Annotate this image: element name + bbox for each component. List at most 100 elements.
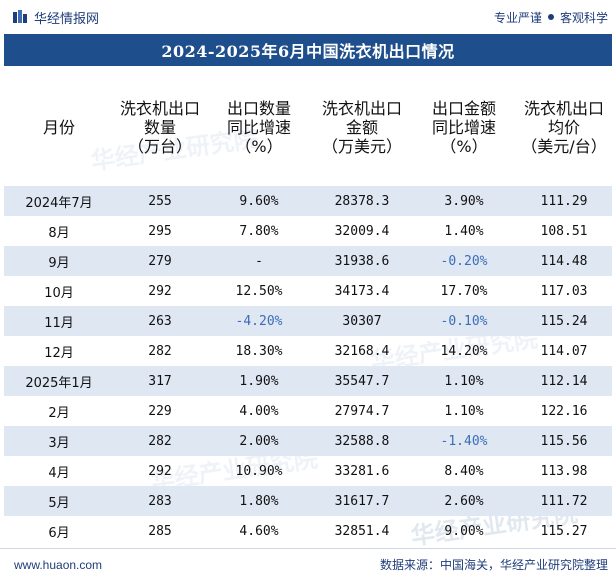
cell-month: 6月 [48,525,70,541]
brand-name: 华经情报网 [34,10,100,26]
cell-qty: 292 [148,283,172,299]
cell-month: 2024年7月 [4,186,114,216]
cell-month: 9月 [4,246,114,276]
cell-amount: 32009.4 [334,223,390,239]
cell-amount: 32851.4 [334,523,390,539]
top-bar: 华经情报网 专业严谨 客观科学 [0,0,616,34]
cell-price: 114.07 [540,343,588,359]
cell-qty-yoy: 1.90% [206,366,312,396]
slogan-left: 专业严谨 [493,10,542,25]
slogan-right: 客观科学 [559,10,608,25]
table-row: 3月 282 2.00% 32588.8 -1.40% 115.56 [4,426,612,456]
cell-amount: 28378.3 [312,186,412,216]
col-month: 月份 [42,117,75,137]
cell-amount: 35547.7 [312,366,412,396]
cell-qty-yoy: 10.90% [235,463,283,479]
cell-amount-yoy: 17.70% [440,283,488,299]
slogan: 专业严谨 客观科学 [494,9,608,26]
col-amount: 洗衣机出口 金额 （万美元） [321,98,402,156]
table-row: 5月 283 1.80% 31617.7 2.60% 111.72 [4,486,612,516]
cell-amount-yoy: 1.40% [444,223,484,239]
table-row: 2月 229 4.00% 27974.7 1.10% 122.16 [4,396,612,426]
cell-month: 2月 [48,405,70,421]
cell-qty: 292 [148,463,172,479]
col-price: 洗衣机出口 均价 （美元/台） [521,98,607,156]
cell-amount: 30307 [312,306,412,336]
cell-amount-yoy: 3.90% [412,186,516,216]
cell-price: 115.56 [516,426,612,456]
cell-qty: 255 [114,186,206,216]
footer-source: 数据来源：中国海关，华经产业研究院整理 [379,558,608,572]
table-row: 8月 295 7.80% 32009.4 1.40% 108.51 [4,216,612,246]
cell-price: 112.14 [516,366,612,396]
cell-amount-yoy: 1.10% [444,403,484,419]
cell-price: 111.72 [516,486,612,516]
cell-month: 8月 [48,225,70,241]
cell-month: 2025年1月 [4,366,114,396]
cell-amount: 32588.8 [312,426,412,456]
table-row: 9月 279-31938.6 -0.20% 114.48 [4,246,612,276]
cell-month: 10月 [44,285,74,301]
cell-qty-yoy: 4.00% [239,403,279,419]
cell-price: 111.29 [516,186,612,216]
cell-qty: 282 [114,426,206,456]
cell-amount: 27974.7 [334,403,390,419]
cell-month: 3月 [4,426,114,456]
cell-month: 12月 [44,345,74,361]
cell-qty-yoy: - [206,246,312,276]
cell-amount: 32168.4 [334,343,390,359]
cell-amount-yoy: 9.00% [444,523,484,539]
footer: www.huaon.com 数据来源：中国海关，华经产业研究院整理 [0,548,616,580]
cell-qty-yoy: 1.80% [206,486,312,516]
table-row: 4月 292 10.90% 33281.6 8.40% 113.98 [4,456,612,486]
cell-price: 115.27 [540,523,588,539]
huajing-logo-icon [13,10,27,23]
cell-qty-yoy: -4.20% [206,306,312,336]
table-row: 2024年7月 255 9.60% 28378.3 3.90% 111.29 [4,186,612,216]
dot-separator-icon [547,14,554,20]
cell-price: 113.98 [540,463,588,479]
table-row: 2025年1月 317 1.90% 35547.7 1.10% 112.14 [4,366,612,396]
cell-qty: 229 [148,403,172,419]
cell-amount-yoy: 2.60% [412,486,516,516]
cell-amount-yoy: 1.10% [412,366,516,396]
col-qty: 洗衣机出口 数量 （万台） [119,98,200,156]
cell-amount: 31617.7 [312,486,412,516]
cell-price: 115.24 [516,306,612,336]
cell-price: 108.51 [540,223,588,239]
col-amount-yoy: 出口金额 同比增速 （%） [431,98,496,156]
cell-amount-yoy: 14.20% [440,343,488,359]
page-title: 2024-2025年6月中国洗衣机出口情况 [4,34,612,66]
cell-qty-yoy: 9.60% [206,186,312,216]
cell-qty: 282 [148,343,172,359]
cell-price: 122.16 [540,403,588,419]
cell-price: 117.03 [540,283,588,299]
footer-url[interactable]: www.huaon.com [14,557,103,572]
cell-qty: 279 [114,246,206,276]
cell-amount: 34173.4 [334,283,390,299]
cell-qty-yoy: 7.80% [239,223,279,239]
cell-qty: 283 [114,486,206,516]
cell-qty-yoy: 2.00% [206,426,312,456]
export-table: 月份 洗衣机出口 数量 （万台） 出口数量 同比增速 （%） 洗衣机出口 金额 （万美元） … [4,68,612,546]
table-row: 6月 285 4.60% 32851.4 9.00% 115.27 [4,516,612,546]
cell-qty: 285 [148,523,172,539]
cell-amount-yoy: -1.40% [412,426,516,456]
table-row: 12月 282 18.30% 32168.4 14.20% 114.07 [4,336,612,366]
cell-amount: 33281.6 [334,463,390,479]
cell-amount-yoy: 8.40% [444,463,484,479]
cell-month: 11月 [4,306,114,336]
table-header-row: 月份 洗衣机出口 数量 （万台） 出口数量 同比增速 （%） 洗衣机出口 金额 （万美元） … [4,68,612,186]
cell-qty: 263 [114,306,206,336]
cell-month: 5月 [4,486,114,516]
table-row: 11月 263 -4.20% 30307 -0.10% 115.24 [4,306,612,336]
cell-qty: 317 [114,366,206,396]
cell-qty: 295 [148,223,172,239]
cell-qty-yoy: 18.30% [235,343,283,359]
cell-amount-yoy: -0.10% [412,306,516,336]
cell-amount: 31938.6 [312,246,412,276]
cell-price: 114.48 [516,246,612,276]
cell-amount-yoy: -0.20% [412,246,516,276]
table-row: 10月 292 12.50% 34173.4 17.70% 117.03 [4,276,612,306]
cell-qty-yoy: 12.50% [235,283,283,299]
